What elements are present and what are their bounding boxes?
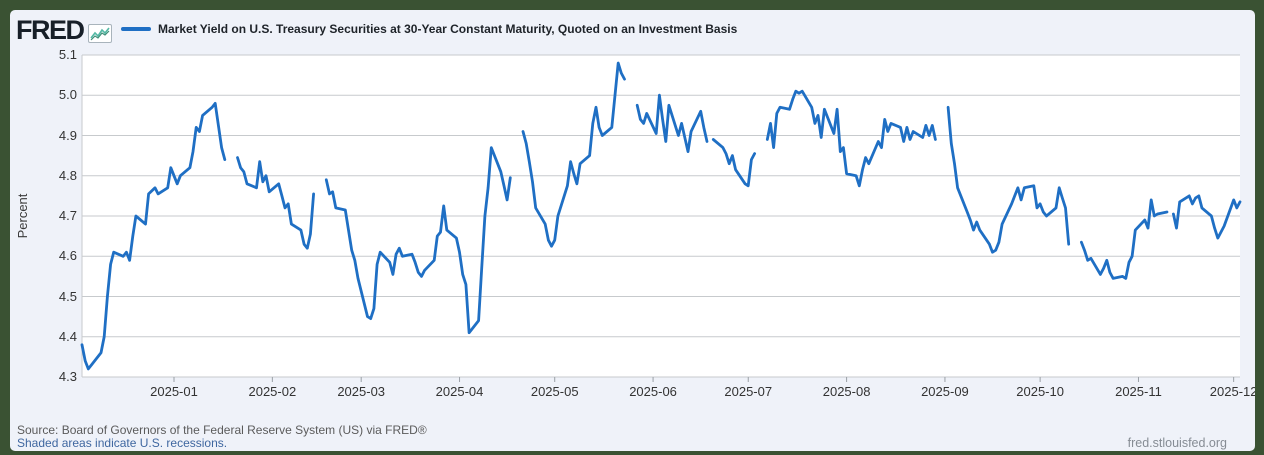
x-tick-label: 2025-10	[1016, 384, 1064, 399]
x-tick-label: 2025-01	[150, 384, 198, 399]
x-tick-label: 2025-05	[530, 384, 579, 399]
source-attribution: Source: Board of Governors of the Federa…	[17, 423, 427, 437]
legend-line-swatch	[121, 27, 151, 31]
x-tick-label: 2025-04	[435, 384, 484, 399]
y-axis-tick-labels: 5.1 5.0 4.9 4.8 4.7 4.6 4.5 4.4 4.3	[10, 10, 77, 451]
x-tick-label: 2025-09	[921, 384, 969, 399]
fred-sparkline-icon	[88, 24, 112, 43]
fred-logo[interactable]: FRED	[16, 15, 85, 45]
data-line	[521, 61, 626, 248]
x-tick-label: 2025-02	[248, 384, 297, 399]
x-tick-label: 2025-12	[1209, 384, 1255, 399]
data-line	[635, 93, 709, 154]
x-axis-tick-labels: 2025-01 2025-02 2025-03 2025-04 2025-05 2025-…	[10, 10, 1255, 451]
x-tick-label: 2025-06	[629, 384, 677, 399]
x-tick-label: 2025-11	[1115, 384, 1162, 399]
data-line	[80, 101, 227, 371]
data-line	[236, 156, 316, 250]
x-tick-label: 2025-07	[724, 384, 773, 399]
recession-shading-note: Shaded areas indicate U.S. recessions.	[17, 436, 228, 450]
data-line	[765, 89, 937, 188]
y-tick-label: 4.5	[58, 288, 77, 304]
y-tick-label: 4.4	[58, 328, 77, 344]
data-line	[1172, 194, 1242, 240]
y-tick-label: 4.9	[58, 127, 77, 143]
y-tick-label: 4.7	[58, 208, 77, 223]
y-tick-label: 4.3	[58, 369, 77, 384]
fred-watermark: fred.stlouisfed.org	[1127, 436, 1227, 450]
y-tick-label: 4.6	[58, 248, 77, 264]
chart-plot-area[interactable]	[10, 10, 1255, 451]
y-tick-label: 5.0	[58, 87, 77, 103]
data-line	[711, 138, 756, 188]
graph-canvas: FRED Market Yield on U.S. Treasury Secur…	[10, 10, 1255, 451]
y-tick-label: 5.1	[58, 47, 77, 62]
x-tick-label: 2025-08	[822, 384, 871, 399]
data-line	[324, 146, 512, 335]
y-tick-label: 4.8	[58, 167, 77, 183]
chart-title: Market Yield on U.S. Treasury Securities…	[158, 22, 738, 36]
data-line	[946, 105, 1071, 254]
x-tick-label: 2025-03	[337, 384, 386, 399]
data-line	[1080, 198, 1169, 280]
